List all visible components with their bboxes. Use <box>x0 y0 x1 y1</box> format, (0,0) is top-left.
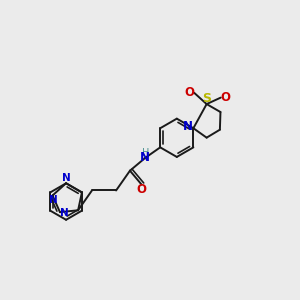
Text: H: H <box>142 148 149 158</box>
Text: O: O <box>136 183 146 196</box>
Text: N: N <box>62 173 70 183</box>
Text: N: N <box>183 120 193 133</box>
Text: O: O <box>185 86 195 99</box>
Text: N: N <box>140 151 150 164</box>
Text: N: N <box>49 195 58 205</box>
Text: N: N <box>60 208 69 218</box>
Text: S: S <box>202 92 211 105</box>
Text: O: O <box>220 91 230 103</box>
